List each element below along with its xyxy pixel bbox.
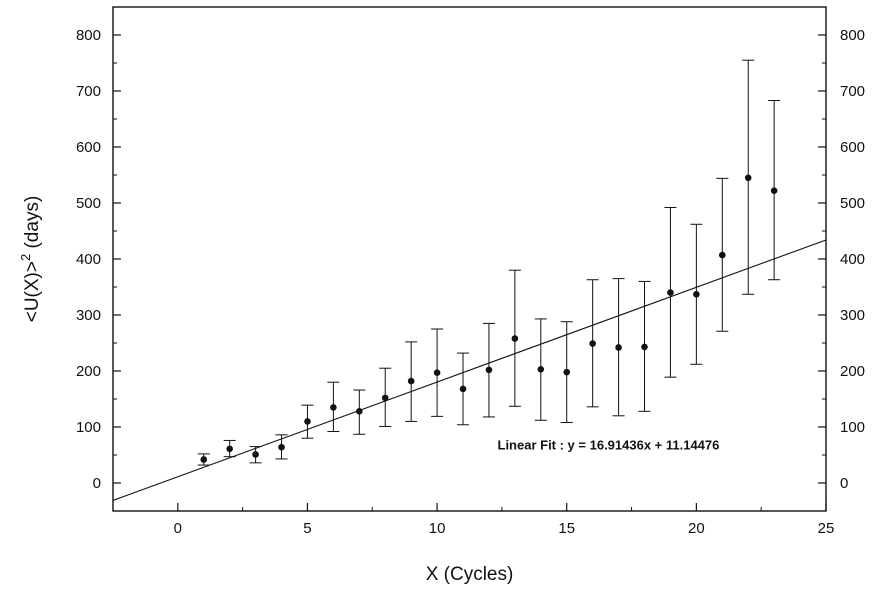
data-point-group	[508, 269, 521, 407]
plot-frame	[112, 6, 827, 512]
data-point-group	[223, 439, 236, 458]
data-point-group	[249, 446, 262, 464]
axis-ticks: 0 5 10 15 20 25 0 0 100 100 200 200 300 300 400 400 500 5…	[76, 6, 865, 537]
data-point	[356, 408, 363, 415]
x-tick-label: 10	[429, 520, 446, 537]
data-point-group	[353, 389, 366, 435]
data-point-group	[301, 404, 314, 439]
data-point-group	[197, 453, 210, 466]
y-tick-label-right: 300	[840, 307, 865, 324]
data-point	[200, 456, 208, 463]
y-axis-label: <U(X)>2 (days)	[18, 196, 43, 323]
y-tick-label-right: 400	[840, 251, 865, 268]
fit-annotation: Linear Fit : y = 16.91436x + 11.14476	[498, 437, 720, 452]
data-point	[563, 368, 571, 376]
x-tick-label: 25	[818, 520, 835, 537]
data-point	[433, 369, 441, 376]
data-point	[615, 344, 622, 351]
y-tick-label: 0	[93, 475, 101, 492]
y-tick-label: 300	[76, 307, 101, 324]
data-point	[589, 340, 596, 347]
x-tick-label: 20	[688, 520, 705, 537]
data-point	[641, 343, 648, 351]
y-tick-label: 100	[76, 419, 101, 436]
fit-line-group	[112, 239, 827, 501]
data-point-group	[768, 100, 781, 281]
y-tick-label-right: 500	[840, 195, 865, 212]
y-axis-label-main: <U(X)>	[22, 261, 43, 322]
data-point	[744, 174, 752, 182]
data-point	[459, 385, 467, 393]
y-tick-label: 500	[76, 195, 101, 212]
x-tick-label: 5	[303, 520, 311, 537]
data-point-group	[742, 59, 755, 295]
data-point-group	[275, 434, 288, 460]
y-tick-label-right: 800	[840, 27, 865, 44]
data-point-group	[560, 321, 573, 424]
data-point	[667, 289, 674, 296]
data-point	[537, 366, 545, 373]
x-axis-label: X (Cycles)	[426, 564, 514, 585]
data-point	[511, 335, 519, 342]
x-tick-label: 15	[558, 520, 575, 537]
data-point-group	[431, 328, 444, 417]
data-point	[718, 251, 726, 259]
linear-fit-line	[112, 239, 827, 501]
data-point-group	[534, 318, 547, 421]
y-tick-label-right: 200	[840, 363, 865, 380]
x-tick-label: 0	[174, 520, 182, 537]
y-tick-label: 800	[76, 27, 101, 44]
data-point-group	[327, 381, 340, 432]
data-point-group	[586, 279, 599, 408]
data-point-group	[690, 223, 703, 365]
y-tick-label: 400	[76, 251, 101, 268]
y-tick-label: 200	[76, 363, 101, 380]
y-tick-label-right: 0	[840, 475, 848, 492]
data-points	[197, 59, 781, 466]
data-point-group	[482, 322, 495, 418]
data-point	[693, 290, 700, 298]
data-point	[407, 377, 415, 385]
y-tick-label: 600	[76, 139, 101, 156]
y-axis-label-sup: 2	[18, 254, 33, 261]
y-tick-label-right: 700	[840, 83, 865, 100]
data-point	[304, 418, 311, 425]
y-tick-label-right: 100	[840, 419, 865, 436]
y-tick-label: 700	[76, 83, 101, 100]
data-point-group	[405, 341, 418, 422]
y-axis-label-tail: (days)	[22, 196, 43, 254]
data-point-group	[716, 177, 729, 332]
data-point	[278, 443, 285, 451]
data-point	[252, 451, 259, 458]
data-point	[330, 404, 337, 411]
data-point	[770, 187, 778, 194]
data-point-group	[612, 278, 625, 417]
data-point	[381, 394, 389, 402]
data-point	[226, 445, 233, 453]
data-point-group	[664, 206, 677, 378]
data-point-group	[379, 367, 392, 427]
data-point-group	[638, 280, 651, 412]
data-point-group	[457, 352, 470, 426]
y-tick-label-right: 600	[840, 139, 865, 156]
data-point	[485, 366, 493, 374]
